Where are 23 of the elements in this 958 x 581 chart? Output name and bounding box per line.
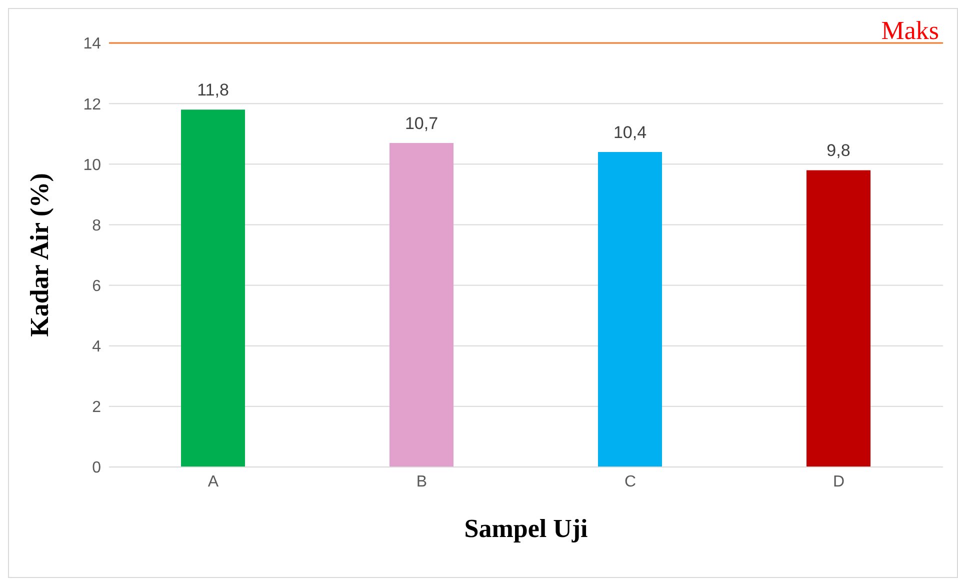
x-tick-label: A bbox=[208, 473, 219, 490]
data-label: 10,7 bbox=[404, 114, 438, 133]
bar bbox=[598, 152, 662, 467]
ref-line-label: Maks bbox=[881, 16, 939, 45]
bar bbox=[181, 110, 245, 467]
y-tick-label: 4 bbox=[92, 338, 102, 356]
y-tick-label: 2 bbox=[92, 399, 102, 416]
x-tick-label: C bbox=[624, 473, 636, 490]
y-tick-label: 14 bbox=[83, 36, 102, 53]
x-axis-title: Sampel Uji bbox=[464, 514, 588, 543]
y-tick-label: 12 bbox=[83, 96, 102, 114]
data-label: 9,8 bbox=[826, 141, 850, 160]
x-tick-label: D bbox=[832, 473, 845, 490]
y-axis-title: Kadar Air (%) bbox=[25, 173, 54, 337]
y-tick-label: 0 bbox=[92, 460, 102, 477]
data-label: 10,4 bbox=[613, 123, 647, 142]
bar bbox=[806, 170, 870, 467]
x-tick-label: B bbox=[416, 473, 428, 490]
bar bbox=[390, 142, 454, 467]
y-tick-label: 10 bbox=[83, 156, 102, 174]
data-label: 11,8 bbox=[197, 80, 229, 100]
y-tick-label: 6 bbox=[92, 278, 102, 295]
y-tick-label: 8 bbox=[92, 217, 102, 234]
